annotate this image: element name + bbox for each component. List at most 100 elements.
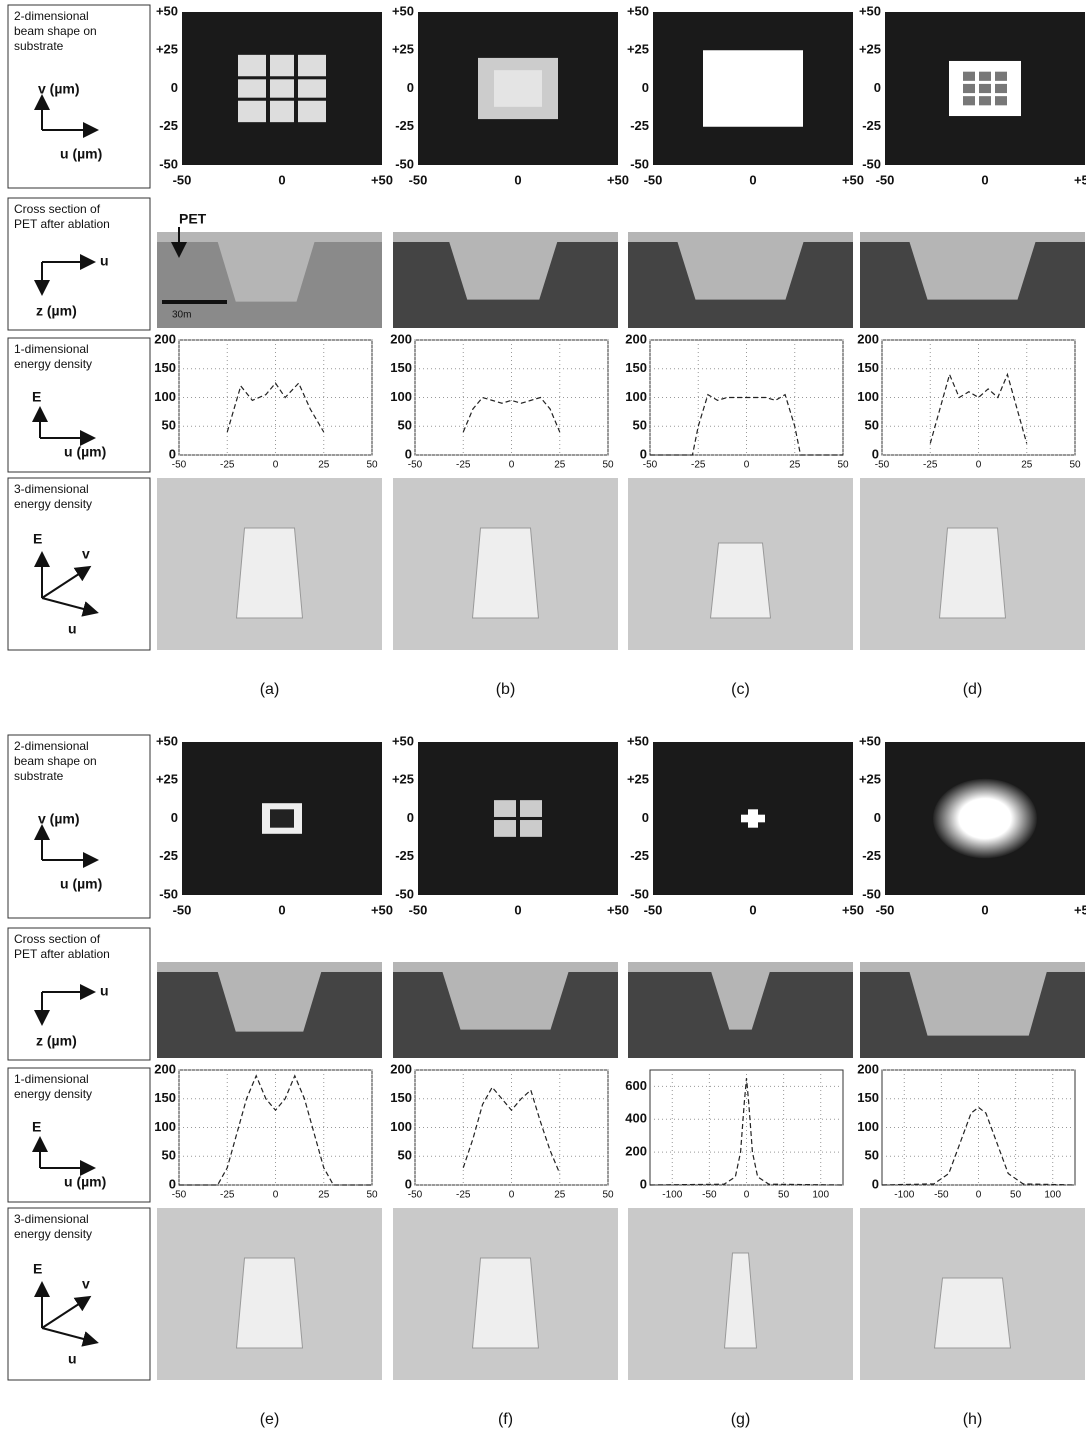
x-tick-label: 25 <box>554 460 566 471</box>
icon-label: u <box>100 253 109 269</box>
row-label: substrate <box>14 769 64 783</box>
beam-spot <box>270 55 294 76</box>
beam-y-tick: -25 <box>630 118 649 133</box>
caption: (e) <box>260 1411 280 1428</box>
beam-spot <box>238 55 266 76</box>
row-label: energy density <box>14 357 92 371</box>
beam-y-tick: 0 <box>171 80 178 95</box>
icon-label: u <box>68 1351 77 1367</box>
y-tick-label: 200 <box>154 1061 176 1076</box>
x-tick-label: 0 <box>976 460 982 471</box>
beam-spot <box>494 820 516 837</box>
icon-label: z (µm) <box>36 303 77 319</box>
y-tick-label: 400 <box>625 1111 647 1126</box>
icon-label: u <box>68 621 77 637</box>
beam-y-tick: 0 <box>874 810 881 825</box>
beam-x-tick: +50 <box>842 902 864 917</box>
beam-y-tick: +25 <box>627 42 649 57</box>
x-tick-label: -100 <box>894 1190 914 1201</box>
x-tick-label: 50 <box>837 460 849 471</box>
beam-y-tick: -50 <box>159 886 178 901</box>
icon-label: u <box>100 983 109 999</box>
y-tick-label: 150 <box>154 1090 176 1105</box>
beam-x-tick: 0 <box>749 172 756 187</box>
beam-x-tick: -50 <box>876 172 895 187</box>
beam-y-tick: -50 <box>630 886 649 901</box>
y-tick-label: 200 <box>390 1061 412 1076</box>
x-tick-label: 100 <box>1044 1190 1061 1201</box>
y-tick-label: 50 <box>865 1148 879 1163</box>
y-tick-label: 0 <box>169 446 176 461</box>
beam-x-tick: +50 <box>371 172 393 187</box>
y-tick-label: 100 <box>390 389 412 404</box>
beam-y-tick: -25 <box>862 848 881 863</box>
beam-spot <box>520 820 542 837</box>
energy-3d-surface <box>237 1258 303 1348</box>
beam-spot <box>703 50 803 127</box>
x-tick-label: -50 <box>702 1190 717 1201</box>
caption: (d) <box>963 681 983 698</box>
caption: (f) <box>498 1411 513 1428</box>
beam-dot <box>995 96 1007 105</box>
x-tick-label: -100 <box>662 1190 682 1201</box>
row-label: PET after ablation <box>14 947 110 961</box>
x-tick-label: -25 <box>456 1190 471 1201</box>
y-tick-label: 100 <box>154 1119 176 1134</box>
x-tick-label: 50 <box>366 1190 378 1201</box>
beam-dot <box>979 96 991 105</box>
beam-spot <box>238 101 266 122</box>
energy-3d-surface <box>711 543 771 618</box>
y-tick-label: 200 <box>857 331 879 346</box>
icon-label: v <box>82 1276 90 1292</box>
beam-y-tick: -50 <box>630 156 649 171</box>
caption: (b) <box>496 681 516 698</box>
beam-dot <box>979 72 991 81</box>
x-tick-label: 50 <box>602 1190 614 1201</box>
beam-y-tick: -25 <box>862 118 881 133</box>
row-label: beam shape on <box>14 754 97 768</box>
y-tick-label: 150 <box>390 1090 412 1105</box>
beam-spot <box>520 800 542 817</box>
beam-spot <box>298 101 326 122</box>
plot-frame <box>650 1070 843 1185</box>
beam-y-tick: 0 <box>407 810 414 825</box>
x-tick-label: -25 <box>456 460 471 471</box>
energy-3d-surface <box>940 528 1006 618</box>
icon-label: u (µm) <box>60 876 102 892</box>
y-tick-label: 0 <box>872 446 879 461</box>
pet-label: PET <box>179 211 207 227</box>
beam-y-tick: +50 <box>859 733 881 748</box>
beam-dot <box>995 72 1007 81</box>
beam-x-tick: -50 <box>409 902 428 917</box>
icon-label: E <box>33 1261 42 1277</box>
beam-y-tick: +50 <box>859 3 881 18</box>
x-tick-label: 0 <box>273 1190 279 1201</box>
beam-y-tick: +50 <box>156 733 178 748</box>
y-tick-label: 200 <box>154 331 176 346</box>
beam-y-tick: +50 <box>627 733 649 748</box>
beam-y-tick: +25 <box>859 42 881 57</box>
x-tick-label: 100 <box>812 1190 829 1201</box>
beam-spot <box>270 101 294 122</box>
x-tick-label: -25 <box>923 460 938 471</box>
beam-image <box>418 742 618 895</box>
y-tick-label: 50 <box>162 418 176 433</box>
icon-label: z (µm) <box>36 1033 77 1049</box>
x-tick-label: 50 <box>1069 460 1081 471</box>
beam-y-tick: +50 <box>392 733 414 748</box>
y-tick-label: 100 <box>857 389 879 404</box>
beam-y-tick: +25 <box>392 772 414 787</box>
beam-dot <box>963 96 975 105</box>
beam-y-tick: +25 <box>627 772 649 787</box>
y-tick-label: 0 <box>872 1176 879 1191</box>
y-tick-label: 0 <box>405 446 412 461</box>
beam-x-tick: 0 <box>981 172 988 187</box>
row-label: substrate <box>14 39 64 53</box>
beam-y-tick: +50 <box>156 3 178 18</box>
beam-x-tick: +50 <box>1074 172 1086 187</box>
beam-x-tick: 0 <box>514 172 521 187</box>
row-label: energy density <box>14 497 92 511</box>
beam-y-tick: -25 <box>159 118 178 133</box>
icon-label: v (µm) <box>38 81 80 97</box>
y-tick-label: 100 <box>625 389 647 404</box>
